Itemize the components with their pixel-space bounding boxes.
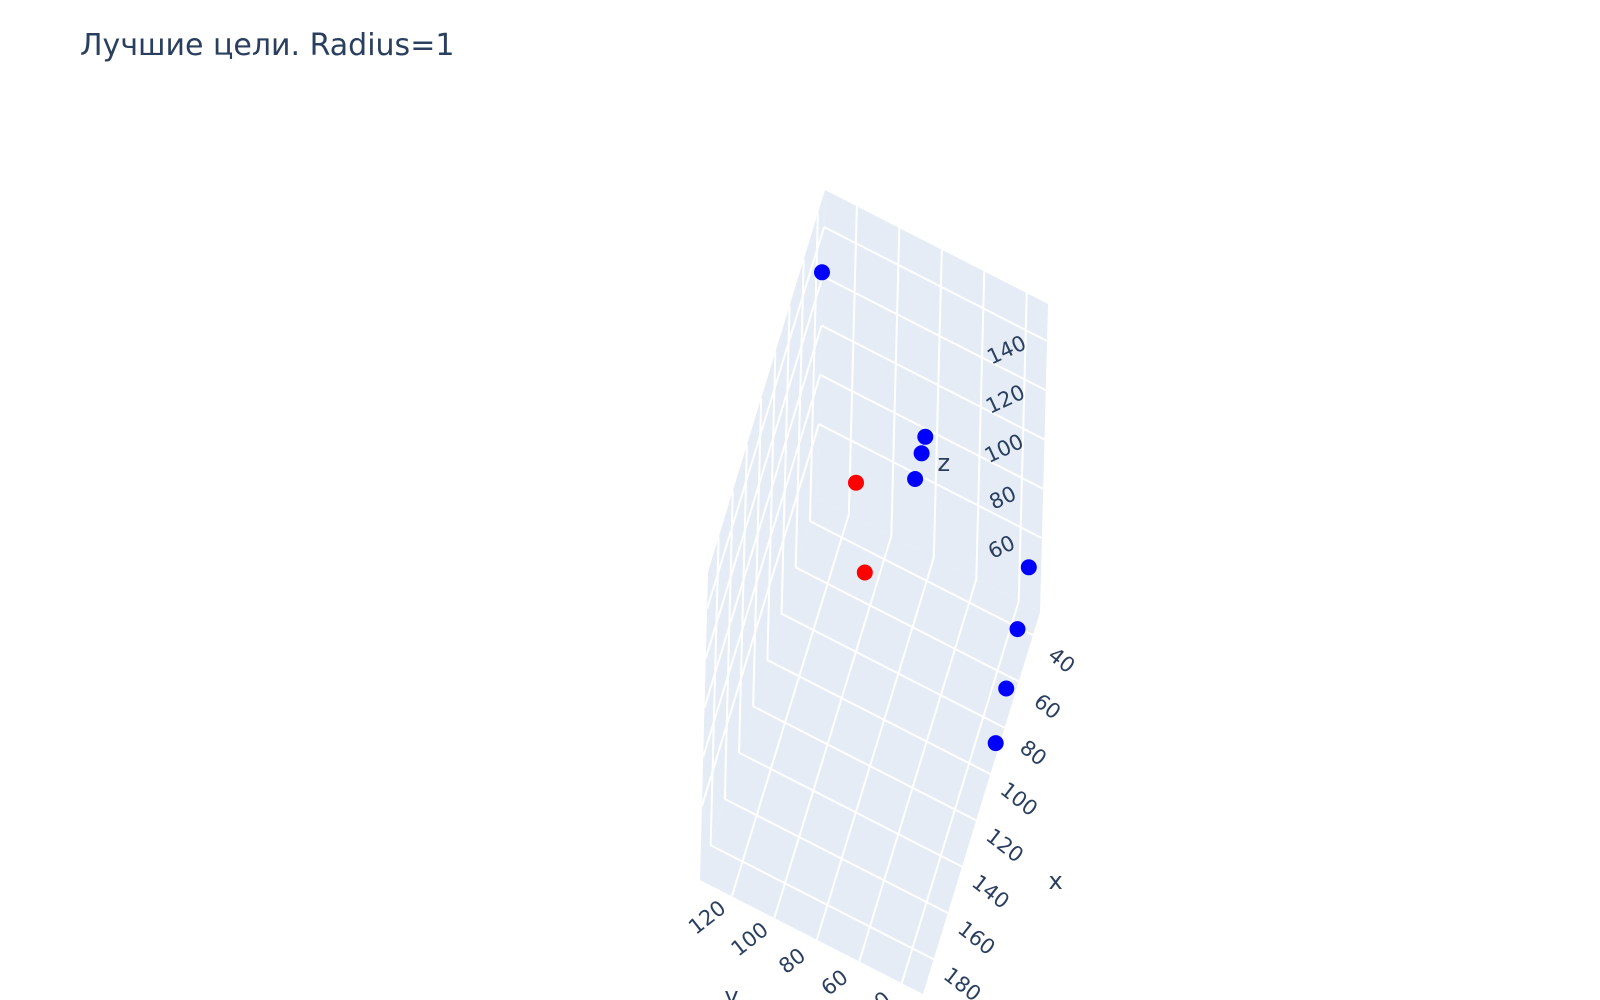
z-gridline (702, 374, 822, 758)
z-gridline (700, 423, 820, 807)
y-gridline (815, 557, 935, 941)
y-gridline (975, 271, 986, 580)
x-tick-label: 180 (939, 963, 985, 1000)
x-gridline (752, 398, 763, 707)
x-gridline (795, 566, 1020, 683)
x-gridline (709, 537, 720, 846)
x-gridline (724, 798, 949, 914)
data-point[interactable] (987, 735, 1004, 752)
z-gridline (821, 324, 1045, 441)
x-tick-label: 80 (1015, 735, 1051, 770)
z-axis-label: z (938, 449, 951, 477)
y-gridline (773, 535, 893, 919)
y-gridline (730, 513, 850, 897)
x-tick-label: 160 (953, 916, 999, 960)
y-gridline (847, 206, 858, 515)
x-gridline (780, 305, 791, 614)
y-tick-label: 60 (817, 965, 853, 1000)
x-tick-label: 40 (1044, 643, 1080, 678)
chart-title: Лучшие цели. Radius=1 (80, 28, 455, 63)
x-gridline (766, 352, 777, 661)
y-tick-label: 40 (859, 987, 895, 1000)
z-gridline (704, 275, 824, 659)
x-tick-label: 60 (1029, 689, 1065, 724)
data-point[interactable] (848, 474, 864, 491)
x-tick-label: 100 (996, 777, 1042, 821)
y-gridline (1017, 293, 1028, 602)
data-point[interactable] (814, 264, 830, 281)
back-wall-x-pane (817, 190, 1048, 612)
z-gridline (822, 275, 1047, 392)
z-gridline (823, 226, 1048, 342)
x-gridline (794, 259, 805, 568)
z-gridline (818, 423, 1043, 539)
y-tick-label: 80 (774, 943, 810, 978)
y-gridline (858, 579, 978, 962)
y-gridline (900, 600, 1020, 984)
x-tick-label: 120 (982, 824, 1028, 868)
data-point[interactable] (917, 428, 934, 445)
y-tick-label: 100 (727, 917, 773, 961)
z-gridline (703, 325, 823, 708)
x-gridline (710, 844, 935, 961)
data-point[interactable] (907, 471, 924, 487)
x-gridline (738, 444, 748, 753)
data-point[interactable] (1020, 559, 1037, 576)
y-gridline (932, 249, 943, 558)
y-gridline (890, 227, 901, 537)
x-gridline (809, 520, 1034, 637)
x-gridline (781, 612, 1006, 729)
data-point[interactable] (1009, 621, 1026, 638)
floor-pane (700, 498, 1040, 994)
data-point[interactable] (913, 445, 930, 462)
x-gridline (766, 659, 991, 775)
x-gridline (723, 490, 734, 799)
y-tick-label: 120 (684, 896, 730, 940)
data-point[interactable] (856, 564, 873, 581)
z-gridline (706, 226, 825, 610)
x-axis-label: x (1049, 867, 1063, 895)
x-gridline (752, 705, 977, 822)
z-gridline (819, 373, 1044, 490)
data-point[interactable] (998, 680, 1015, 697)
x-gridline (808, 213, 819, 522)
x-gridline (738, 751, 963, 868)
x-tick-label: 140 (967, 870, 1013, 914)
y-axis-label: y (724, 982, 738, 1000)
